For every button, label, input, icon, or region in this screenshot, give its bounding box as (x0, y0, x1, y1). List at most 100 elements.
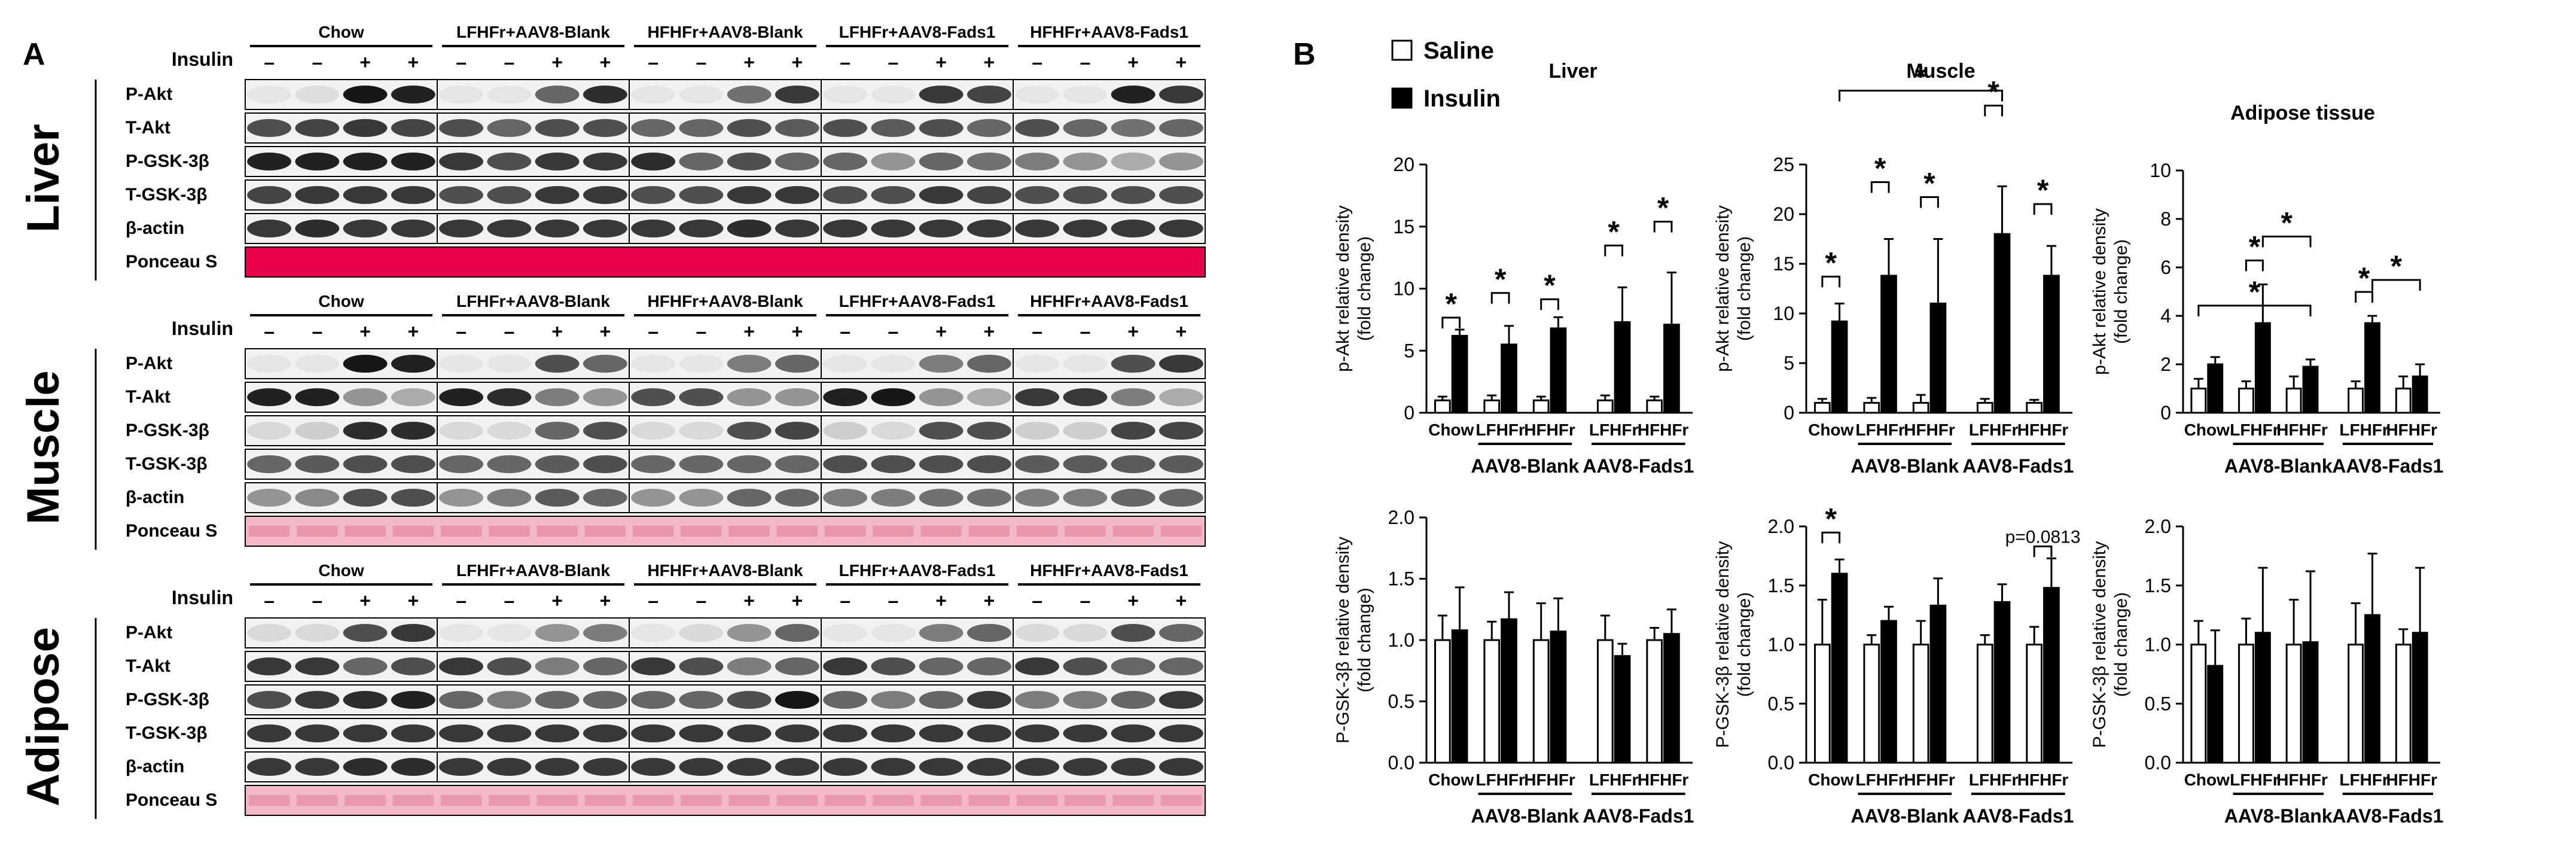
band-lane (343, 624, 388, 642)
category-label: LFHFr (2339, 770, 2389, 789)
band-lane (775, 119, 819, 137)
band-lane (583, 455, 627, 473)
chart-1: Muscle p-Akt relative density (fold change… (1713, 60, 2074, 477)
band-lane (967, 153, 1011, 170)
band-lane (247, 86, 292, 103)
band-lane (391, 422, 435, 440)
insulin-sign: + (1176, 51, 1187, 73)
significance-bracket (1604, 244, 1624, 257)
significance-bracket (1920, 196, 1939, 208)
band-lane (775, 220, 819, 237)
band-lane (1015, 624, 1060, 642)
band-label: P-Akt (126, 354, 172, 373)
insulin-sign: + (984, 51, 995, 73)
insulin-sign: + (408, 51, 419, 73)
band-lane (487, 724, 532, 742)
insulin-sign: – (840, 590, 850, 611)
band-lane (871, 186, 916, 204)
significance-label: * (1544, 269, 1556, 302)
band-lane (871, 691, 916, 709)
group-header: Chow (318, 561, 364, 580)
category-label: HFHFr (2017, 421, 2069, 439)
significance-label: p=0.0813 (2005, 527, 2081, 547)
band-lane (631, 186, 676, 204)
band-lane (583, 422, 627, 440)
band-lane (967, 422, 1011, 440)
band-lane (1063, 355, 1108, 373)
band-lane (487, 691, 532, 709)
chart-0: Liver p-Akt relative density (fold change)… (1333, 60, 1694, 477)
band-lane (391, 624, 435, 642)
band-lane (1159, 758, 1203, 776)
band-lane (1111, 624, 1156, 642)
y-tick-label: 1.0 (1768, 634, 1794, 656)
band-lane (823, 624, 868, 642)
significance-bracket (2197, 304, 2312, 316)
significance-label: * (1874, 152, 1886, 185)
band-lane (919, 388, 964, 406)
significance-bracket (1821, 531, 1841, 544)
band-lane (1063, 153, 1108, 170)
bar-saline (1434, 639, 1451, 764)
group-label: AAV8-Blank (1851, 455, 1959, 477)
band-lane (487, 422, 532, 440)
band-lane (727, 455, 772, 473)
ponceau-lane (584, 795, 626, 806)
category-label: LFHFr (1589, 421, 1639, 439)
blot-strip (245, 246, 1206, 278)
insulin-sign: + (935, 51, 947, 73)
bar-insulin (1929, 302, 1947, 414)
band-lane (343, 489, 388, 507)
band-lane (1015, 119, 1060, 137)
ponceau-lane (1160, 795, 1202, 806)
bar-saline (2190, 388, 2207, 414)
ponceau-lane (392, 795, 434, 806)
blot-strip (245, 415, 1206, 446)
ponceau-lane (1112, 526, 1154, 537)
group-label: AAV8-Fads1 (2332, 805, 2443, 827)
band-lane (967, 220, 1011, 237)
bar-insulin (1550, 631, 1567, 764)
band-lane (1111, 153, 1156, 170)
bar-saline (2238, 388, 2254, 414)
y-tick-label: 5 (1784, 352, 1794, 374)
category-label: HFHFr (2276, 770, 2328, 789)
group-header: Chow (318, 23, 364, 41)
group-header: LFHFr+AAV8-Fads1 (839, 23, 996, 41)
category-label: HFHFr (1638, 770, 1689, 789)
band-lane (247, 422, 292, 440)
band-lane (535, 86, 580, 103)
band-lane (1063, 724, 1108, 742)
category-label: Chow (2184, 770, 2230, 789)
ponceau-lane (345, 795, 386, 806)
y-axis-label-line: (fold change) (2111, 239, 2131, 344)
ponceau-lane (249, 526, 290, 537)
band-lane (439, 489, 484, 507)
band-lane (583, 119, 627, 137)
y-tick-label: 0 (2160, 402, 2171, 424)
y-tick-label: 1.5 (1388, 568, 1414, 590)
bar-insulin (1831, 320, 1848, 414)
band-lane (1159, 657, 1203, 675)
bar-saline (1813, 401, 1831, 414)
category-label: Chow (1428, 770, 1474, 789)
band-lane (295, 86, 340, 103)
bar-insulin (2254, 632, 2271, 764)
band-lane (631, 355, 676, 373)
bar-insulin (1993, 233, 2011, 414)
significance-bracket (1984, 105, 2004, 117)
band-lane (247, 489, 292, 507)
band-lane (535, 186, 580, 204)
insulin-sign: + (600, 590, 611, 611)
y-axis-label-line: P-GSK-3β relative density (1333, 537, 1353, 744)
tissue-label: Liver (18, 124, 69, 233)
band-lane (343, 86, 388, 103)
band-lane (871, 624, 916, 642)
band-lane (919, 455, 964, 473)
band-lane (919, 186, 964, 204)
category-label: LFHFr (1855, 770, 1905, 789)
bar-saline (1596, 399, 1614, 414)
y-axis-label: P-GSK-3β relative density (fold change) (1713, 541, 1754, 748)
band-lane (391, 119, 435, 137)
category-label: LFHFr (1969, 421, 2019, 439)
